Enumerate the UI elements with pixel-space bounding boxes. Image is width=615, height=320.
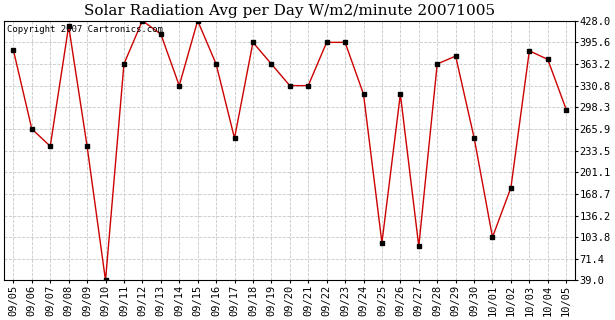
Text: Copyright 2007 Cartronics.com: Copyright 2007 Cartronics.com: [7, 25, 163, 34]
Title: Solar Radiation Avg per Day W/m2/minute 20071005: Solar Radiation Avg per Day W/m2/minute …: [84, 4, 495, 18]
